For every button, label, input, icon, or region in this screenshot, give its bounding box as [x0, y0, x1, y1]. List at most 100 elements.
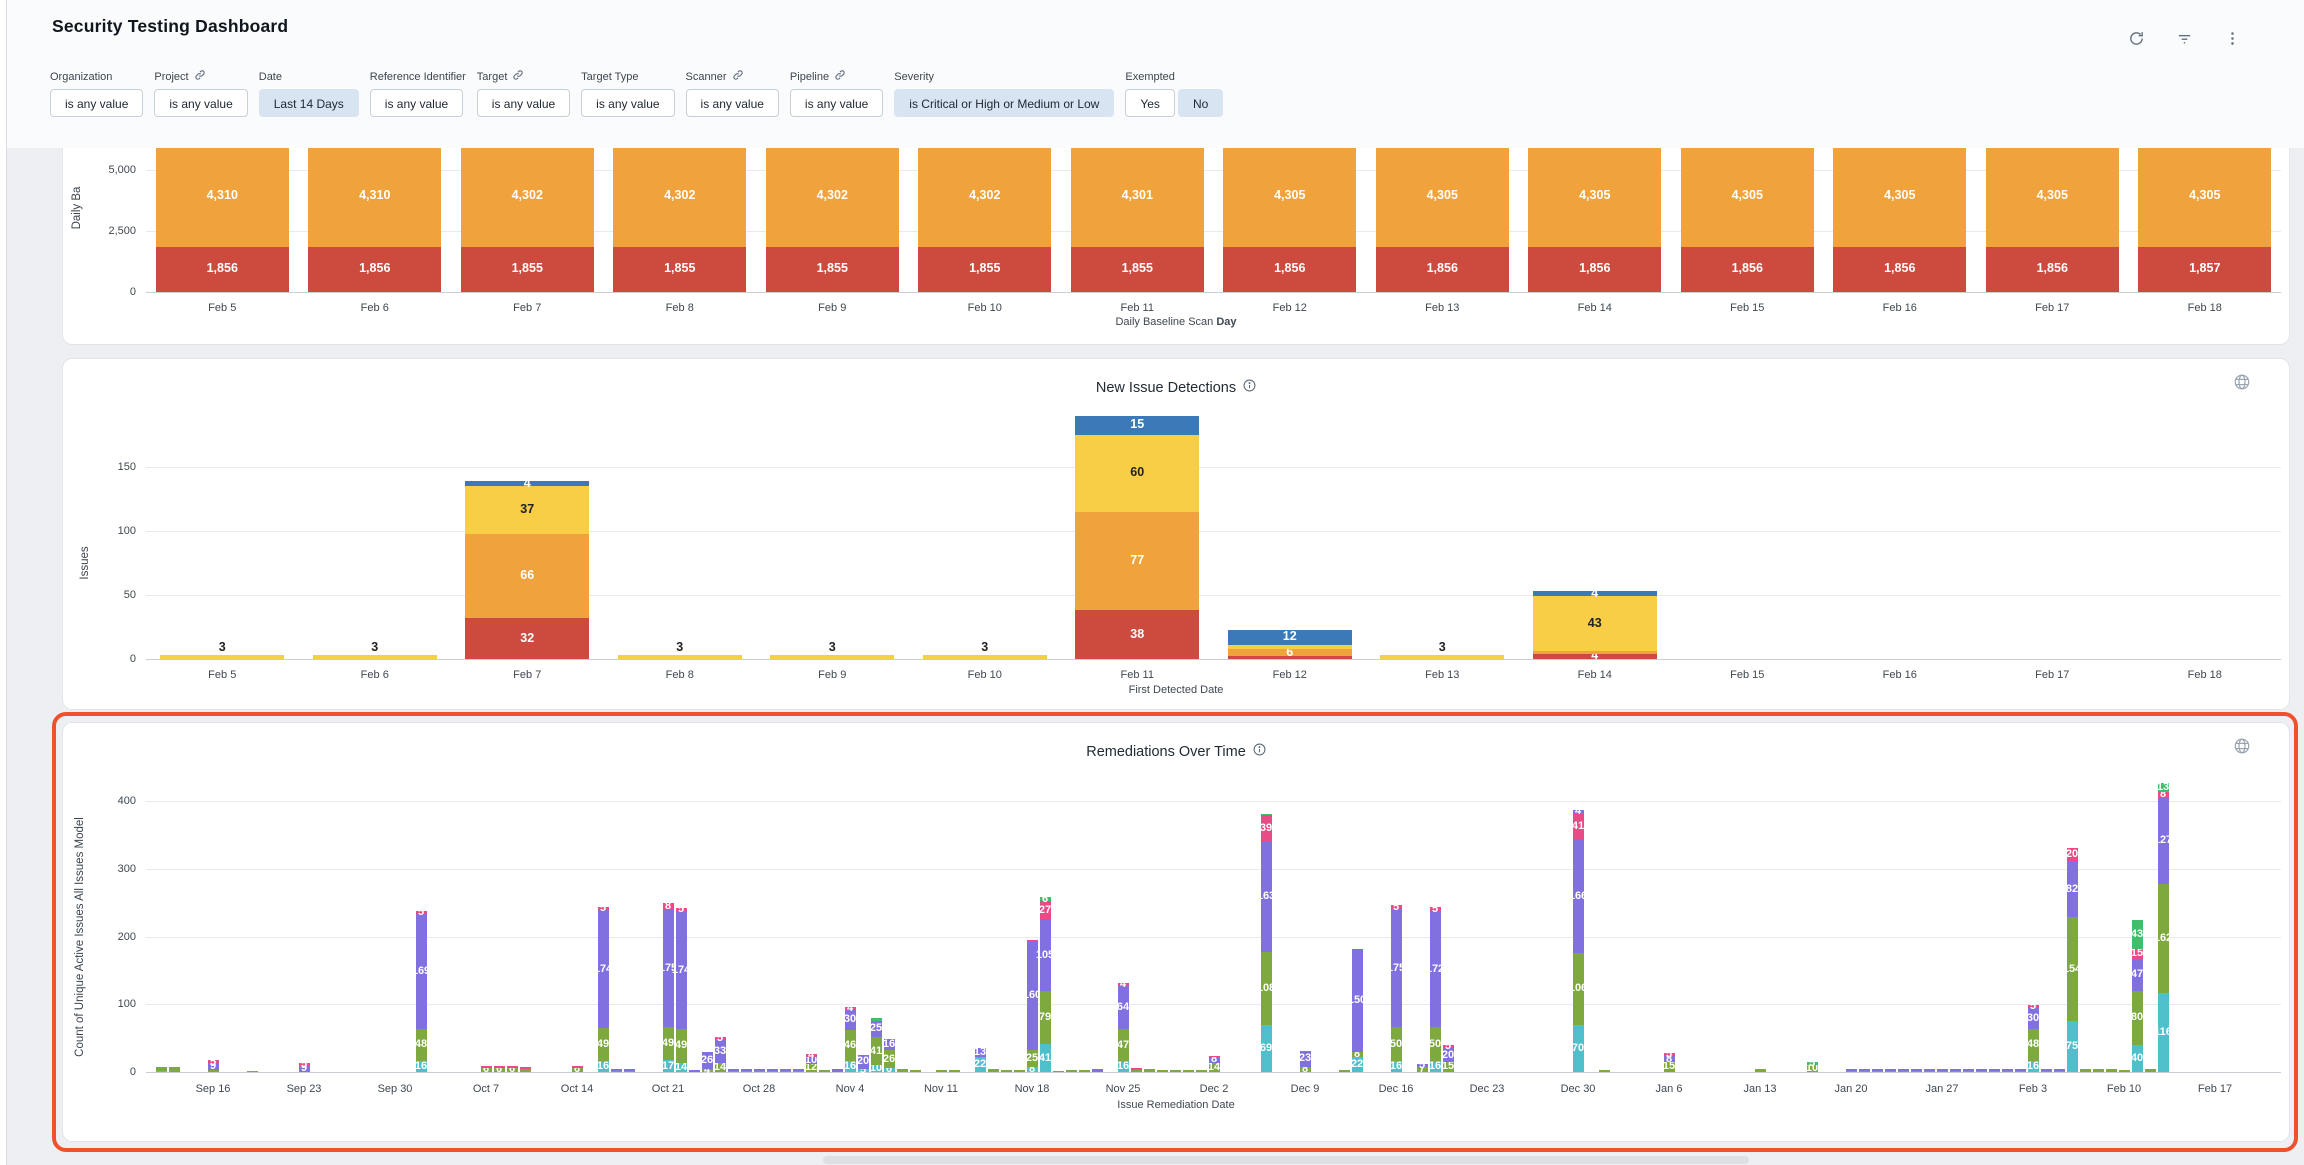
bar-segment-purple[interactable] — [2053, 1068, 2065, 1071]
bar-segment-pink[interactable] — [2157, 792, 2169, 798]
bar-segment-green[interactable] — [1858, 1070, 1870, 1072]
bar-segment-green[interactable] — [753, 1071, 765, 1072]
bar-segment-purple[interactable] — [805, 1057, 817, 1064]
horizontal-scrollbar[interactable] — [823, 1156, 1749, 1164]
bar-segment-green[interactable] — [1299, 1066, 1311, 1072]
bar-segment-green[interactable] — [1416, 1067, 1428, 1072]
filter-chip-is-any-value[interactable]: is any value — [50, 89, 144, 117]
bar-segment-green[interactable] — [1936, 1070, 1948, 1072]
bar-segment-purple[interactable] — [753, 1069, 765, 1072]
bar-segment-teal[interactable] — [675, 1062, 687, 1072]
bar-segment-purple[interactable] — [1936, 1069, 1948, 1071]
bar-segment-purple[interactable] — [1845, 1068, 1857, 1071]
bar-segment-purple[interactable] — [2131, 958, 2143, 991]
bar-segment-yellow[interactable] — [617, 655, 742, 659]
bar-segment-green[interactable] — [246, 1070, 258, 1072]
bar-segment-purple[interactable] — [779, 1069, 791, 1072]
bar-segment-green[interactable] — [2092, 1069, 2104, 1072]
bar-segment-purple[interactable] — [1208, 1057, 1220, 1063]
bar-segment-green[interactable] — [1871, 1070, 1883, 1072]
bar-segment-purple[interactable] — [766, 1069, 778, 1072]
bar-segment-orange[interactable] — [2138, 148, 2272, 247]
bar-segment-orange[interactable] — [1532, 651, 1657, 654]
bar-segment-purple[interactable] — [662, 908, 674, 1028]
bar-segment-purple[interactable] — [844, 1009, 856, 1030]
bar-segment-orange[interactable] — [155, 148, 289, 247]
bar-segment-green[interactable] — [2040, 1070, 2052, 1072]
bar-segment-green[interactable] — [2157, 883, 2169, 994]
bar-segment-yellow[interactable] — [770, 655, 895, 659]
bar-segment-green[interactable] — [1000, 1069, 1012, 1072]
bar-segment-green[interactable] — [1442, 1061, 1454, 1072]
filter-chip-is-any-value[interactable]: is any value — [154, 89, 248, 117]
bar-segment-emerald[interactable] — [870, 1018, 882, 1021]
bar-segment-yellow[interactable] — [922, 655, 1047, 659]
bar-segment-green[interactable] — [571, 1067, 583, 1072]
bar-segment-green[interactable] — [662, 1027, 674, 1061]
bar-segment-purple[interactable] — [1416, 1063, 1428, 1068]
bar-segment-green[interactable] — [1182, 1069, 1194, 1072]
bar-segment-purple[interactable] — [1091, 1069, 1103, 1072]
bar-segment-yellow[interactable] — [1227, 644, 1352, 649]
filter-chip-is-any-value[interactable]: is any value — [789, 89, 884, 117]
bar-segment-pink[interactable] — [1130, 1067, 1142, 1070]
bar-segment-purple[interactable] — [2014, 1069, 2026, 1071]
bar-segment-red[interactable] — [1223, 246, 1357, 292]
bar-segment-yellow[interactable] — [1075, 435, 1200, 512]
bar-segment-purple[interactable] — [1949, 1069, 1961, 1071]
bar-segment-red[interactable] — [460, 246, 594, 292]
bar-segment-teal[interactable] — [1429, 1061, 1441, 1072]
bar-segment-orange[interactable] — [1070, 148, 1204, 247]
bar-segment-pink[interactable] — [1260, 815, 1272, 842]
bar-segment-pink[interactable] — [1572, 812, 1584, 841]
bar-segment-orange[interactable] — [1227, 648, 1352, 657]
bar-segment-green[interactable] — [506, 1067, 518, 1072]
bar-segment-green[interactable] — [1949, 1070, 1961, 1072]
bar-segment-green[interactable] — [1598, 1069, 1610, 1072]
bar-segment-teal[interactable] — [1039, 1044, 1051, 1072]
bar-segment-green[interactable] — [623, 1071, 635, 1072]
bar-segment-orange[interactable] — [465, 533, 590, 619]
bar-segment-green[interactable] — [1260, 952, 1272, 1026]
filter-chip-yes[interactable]: Yes — [1125, 89, 1175, 117]
bar-segment-red[interactable] — [613, 246, 747, 292]
bar-segment-teal[interactable] — [844, 1061, 856, 1072]
bar-segment-purple[interactable] — [1260, 841, 1272, 953]
refresh-icon[interactable] — [2126, 28, 2146, 48]
bar-segment-purple[interactable] — [2157, 797, 2169, 884]
bar-segment-green[interactable] — [870, 1037, 882, 1066]
bar-segment-green[interactable] — [896, 1069, 908, 1072]
bar-segment-teal[interactable] — [662, 1060, 674, 1072]
globe-icon[interactable] — [2233, 373, 2251, 396]
bar-segment-teal[interactable] — [870, 1065, 882, 1072]
bar-segment-green[interactable] — [155, 1066, 167, 1071]
bar-segment-pink[interactable] — [1351, 948, 1363, 951]
filter-chip-is-any-value[interactable]: is any value — [581, 89, 675, 117]
bar-segment-teal[interactable] — [1026, 1066, 1038, 1072]
bar-segment-green[interactable] — [779, 1071, 791, 1072]
bar-segment-green[interactable] — [1351, 1051, 1363, 1058]
bar-segment-pink[interactable] — [1663, 1053, 1675, 1057]
bar-segment-pink[interactable] — [714, 1036, 726, 1041]
bar-segment-green[interactable] — [792, 1071, 804, 1072]
bar-segment-green[interactable] — [1156, 1069, 1168, 1072]
globe-icon[interactable] — [2233, 737, 2251, 760]
bar-segment-green[interactable] — [2144, 1069, 2156, 1072]
bar-segment-pink[interactable] — [597, 906, 609, 911]
bar-segment-pink[interactable] — [298, 1062, 310, 1066]
bar-segment-teal[interactable] — [857, 1068, 869, 1072]
bar-segment-green[interactable] — [610, 1071, 622, 1072]
bar-segment-green[interactable] — [2105, 1069, 2117, 1072]
bar-segment-purple[interactable] — [623, 1069, 635, 1072]
bar-segment-orange[interactable] — [1223, 148, 1357, 247]
bar-segment-purple[interactable] — [1572, 840, 1584, 953]
bar-segment-purple[interactable] — [727, 1069, 739, 1072]
bar-segment-green[interactable] — [207, 1069, 219, 1072]
info-icon[interactable] — [1243, 379, 1256, 396]
bar-segment-pink[interactable] — [844, 1006, 856, 1010]
filter-chip-is-any-value[interactable]: is any value — [685, 89, 779, 117]
bar-segment-green[interactable] — [1806, 1065, 1818, 1072]
bar-segment-green[interactable] — [1663, 1061, 1675, 1072]
bar-segment-red[interactable] — [918, 246, 1052, 292]
bar-segment-orange[interactable] — [1075, 511, 1200, 611]
